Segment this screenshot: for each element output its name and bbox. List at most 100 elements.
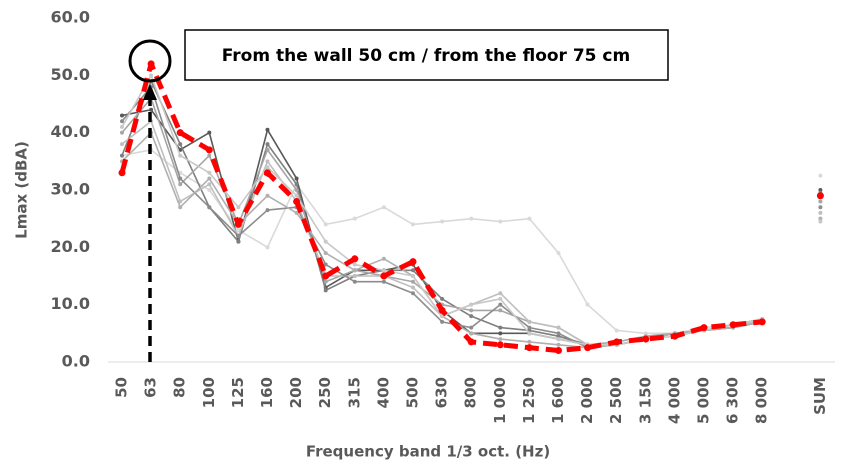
point xyxy=(525,344,533,352)
y-tick-label: 60.0 xyxy=(51,8,90,27)
x-tick-label: 2 500 xyxy=(607,377,625,424)
point xyxy=(411,285,415,290)
point xyxy=(585,302,590,307)
point xyxy=(729,321,737,329)
point xyxy=(556,337,561,342)
point xyxy=(265,159,270,164)
point xyxy=(527,325,532,330)
series-line xyxy=(122,98,820,345)
point xyxy=(294,182,299,187)
annotation-box xyxy=(184,29,669,81)
point xyxy=(818,188,823,192)
x-tick-label: 1 600 xyxy=(549,377,567,424)
point xyxy=(613,338,621,346)
point xyxy=(411,274,415,278)
x-axis-label: Frequency band 1/3 oct. (Hz) xyxy=(306,443,550,461)
x-tick-label: 315 xyxy=(345,377,363,408)
point xyxy=(323,288,328,293)
x-tick-label: 100 xyxy=(200,377,218,408)
x-tick-label: 800 xyxy=(462,377,480,408)
point xyxy=(498,296,503,301)
point xyxy=(149,73,154,78)
point xyxy=(149,107,154,112)
point xyxy=(265,127,270,132)
point xyxy=(293,197,301,205)
point xyxy=(178,153,183,158)
x-tick-label: 1 250 xyxy=(520,377,538,424)
point xyxy=(818,173,823,178)
point xyxy=(352,262,357,267)
point xyxy=(178,182,183,187)
point xyxy=(469,216,474,221)
point xyxy=(178,176,183,181)
x-tick-label: 5 000 xyxy=(695,377,713,424)
point xyxy=(265,147,270,152)
point xyxy=(176,129,184,137)
x-tick-label: 8 000 xyxy=(753,377,771,424)
point xyxy=(411,222,415,227)
point xyxy=(556,251,561,256)
point xyxy=(120,159,124,164)
point xyxy=(818,216,823,221)
point xyxy=(381,256,386,261)
point xyxy=(498,331,503,336)
point xyxy=(294,193,299,198)
point xyxy=(498,302,503,307)
x-tick-label: 80 xyxy=(171,377,189,398)
point xyxy=(498,308,503,313)
point xyxy=(352,274,357,278)
point xyxy=(555,347,562,355)
point xyxy=(120,153,124,158)
x-tick-label: 500 xyxy=(404,377,422,408)
point xyxy=(352,268,357,273)
point xyxy=(381,205,386,210)
point xyxy=(556,342,561,347)
point xyxy=(236,239,241,244)
point xyxy=(440,296,445,301)
point xyxy=(498,219,503,224)
point xyxy=(351,255,359,263)
y-axis-label: Lmax (dBA) xyxy=(13,141,31,239)
x-tick-label: 125 xyxy=(229,377,247,408)
point xyxy=(178,142,183,147)
point xyxy=(440,219,445,224)
x-tick-label: 63 xyxy=(142,377,160,398)
point xyxy=(381,279,386,284)
point xyxy=(496,341,504,349)
point xyxy=(236,205,241,210)
point xyxy=(467,338,475,346)
x-tick-label: 50 xyxy=(113,377,131,398)
point xyxy=(411,291,415,296)
x-tick-label: SUM xyxy=(811,377,829,415)
y-tick-label: 0.0 xyxy=(62,352,90,371)
point xyxy=(440,314,445,319)
point xyxy=(323,239,328,244)
point xyxy=(207,170,212,175)
point xyxy=(294,210,299,215)
point xyxy=(207,130,212,135)
point xyxy=(818,219,823,224)
point xyxy=(265,208,270,213)
point xyxy=(120,113,124,118)
point xyxy=(411,268,415,273)
point xyxy=(323,262,328,267)
x-tick-label: 400 xyxy=(374,377,392,408)
x-tick-label: 160 xyxy=(258,377,276,408)
point xyxy=(120,124,124,129)
point xyxy=(147,60,155,68)
point xyxy=(642,335,650,343)
point xyxy=(120,130,124,135)
point xyxy=(352,279,357,284)
point xyxy=(469,331,474,336)
point xyxy=(527,216,532,221)
point xyxy=(294,176,299,181)
point xyxy=(265,142,270,147)
point xyxy=(527,319,532,324)
point xyxy=(205,146,213,154)
x-tick-label: 4 000 xyxy=(665,377,683,424)
x-tick-label: 2 000 xyxy=(578,377,596,424)
point xyxy=(498,325,503,330)
point xyxy=(411,279,415,284)
plot xyxy=(119,60,824,354)
